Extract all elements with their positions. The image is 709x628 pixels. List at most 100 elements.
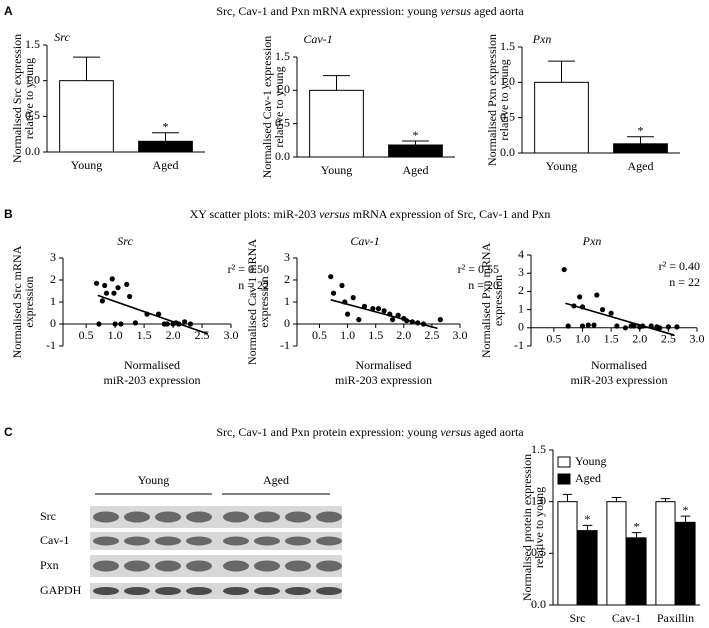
x-tick-label: 0.5 xyxy=(79,328,94,342)
blot-band xyxy=(316,587,342,595)
blot-band xyxy=(155,536,181,546)
x-tick-label: 1.0 xyxy=(108,328,123,342)
significance: * xyxy=(413,128,419,142)
point xyxy=(599,307,606,313)
x-tick-label: 1.5 xyxy=(137,328,152,342)
bar xyxy=(557,501,578,606)
error-bar xyxy=(402,140,429,145)
title-part: versus xyxy=(440,4,471,18)
y-tick-label: 1.0 xyxy=(275,82,290,96)
point xyxy=(665,324,671,330)
bar xyxy=(675,521,696,606)
blot-band xyxy=(254,587,280,595)
y-tick-label: 2 xyxy=(50,272,56,286)
point xyxy=(614,323,620,329)
x-axis-label: Normalised xyxy=(591,358,647,372)
y-axis-label: relative to young xyxy=(22,58,36,139)
title-part: XY scatter plots: miR-203 xyxy=(190,207,320,221)
point xyxy=(622,325,629,331)
title-part: aged aorta xyxy=(471,425,524,439)
title-part: versus xyxy=(319,207,350,221)
point xyxy=(657,325,663,331)
blot-band xyxy=(155,560,181,572)
x-tick-label: Young xyxy=(321,163,352,177)
point xyxy=(115,285,121,291)
y-tick-label: 1.0 xyxy=(531,493,546,507)
blot-band xyxy=(124,511,150,523)
error-bar xyxy=(627,136,654,144)
blot-band xyxy=(186,511,212,523)
y-axis-label: Normalised Pxn mRNA xyxy=(479,243,493,359)
x-tick-label: Aged xyxy=(628,159,654,173)
blot-row-label: GAPDH xyxy=(40,583,82,597)
error-bar xyxy=(582,524,593,531)
significance: * xyxy=(634,519,640,533)
y-axis-label: Normalised Src expression xyxy=(10,34,24,163)
blot-band xyxy=(254,560,280,572)
panel-label: C xyxy=(4,425,13,439)
point xyxy=(339,282,345,289)
blot-band xyxy=(93,536,119,546)
title-part: mRNA expression of Src, Cav-1 and Pxn xyxy=(350,207,551,221)
point xyxy=(579,323,586,329)
x-tick-label: 3.0 xyxy=(690,332,705,346)
blot-band xyxy=(223,511,249,523)
bar xyxy=(534,81,589,154)
y-tick-label: 0.5 xyxy=(275,115,290,129)
y-tick-label: 1.0 xyxy=(500,74,515,88)
point xyxy=(94,280,100,286)
title-part: Src, Cav-1 and Pxn protein expression: y… xyxy=(216,425,440,439)
blot-band xyxy=(223,536,249,546)
y-tick-label: 0.0 xyxy=(275,149,290,163)
x-tick-label: Young xyxy=(71,158,102,172)
x-tick-label: 2.0 xyxy=(396,328,411,342)
blot-band xyxy=(186,587,212,595)
y-axis-label: expression xyxy=(22,276,36,327)
chart-title: Src xyxy=(117,234,133,248)
y-tick-label: 2 xyxy=(518,283,524,297)
x-tick-label: 1.0 xyxy=(340,328,355,342)
point xyxy=(112,321,118,327)
chart-title: Src xyxy=(54,30,70,44)
legend-label: Young xyxy=(575,454,606,468)
point xyxy=(437,317,443,323)
stat-label: n = 22 xyxy=(238,278,269,292)
significance: * xyxy=(585,512,591,526)
y-tick-label: 0.5 xyxy=(25,108,40,122)
y-tick-label: 1.0 xyxy=(25,72,40,86)
y-axis-label: Normalised Pxn expression xyxy=(485,34,499,166)
stat-label: n = 22 xyxy=(669,275,700,289)
blot-band xyxy=(93,587,119,595)
blot-band xyxy=(223,587,249,595)
bar xyxy=(606,501,627,606)
error-bar xyxy=(548,60,575,83)
y-tick-label: 0.0 xyxy=(25,144,40,158)
y-axis-label: Normalised protein expression xyxy=(520,454,534,601)
blot-band xyxy=(285,536,311,546)
legend-label: Aged xyxy=(575,471,601,485)
blot-band xyxy=(155,511,181,523)
x-tick-label: 1.5 xyxy=(604,332,619,346)
point xyxy=(96,321,102,327)
legend-swatch xyxy=(557,473,571,485)
blot-band xyxy=(316,560,342,572)
legend-swatch xyxy=(557,456,571,468)
y-tick-label: 3 xyxy=(518,265,524,279)
blot-strip xyxy=(90,506,342,528)
error-bar xyxy=(611,497,622,502)
point xyxy=(381,308,387,314)
y-tick-label: 1 xyxy=(284,294,290,308)
y-tick-label: -1 xyxy=(514,338,524,352)
blot-band xyxy=(254,536,280,546)
y-tick-label: 1 xyxy=(518,301,524,315)
point xyxy=(127,293,133,300)
x-tick-label: 1.5 xyxy=(368,328,383,342)
panel-title: Src, Cav-1 and Pxn protein expression: y… xyxy=(216,425,524,439)
blot-band xyxy=(155,587,181,595)
error-bar xyxy=(562,493,573,502)
bar xyxy=(655,501,676,606)
x-tick-label: 0.5 xyxy=(546,332,561,346)
point xyxy=(103,290,110,296)
